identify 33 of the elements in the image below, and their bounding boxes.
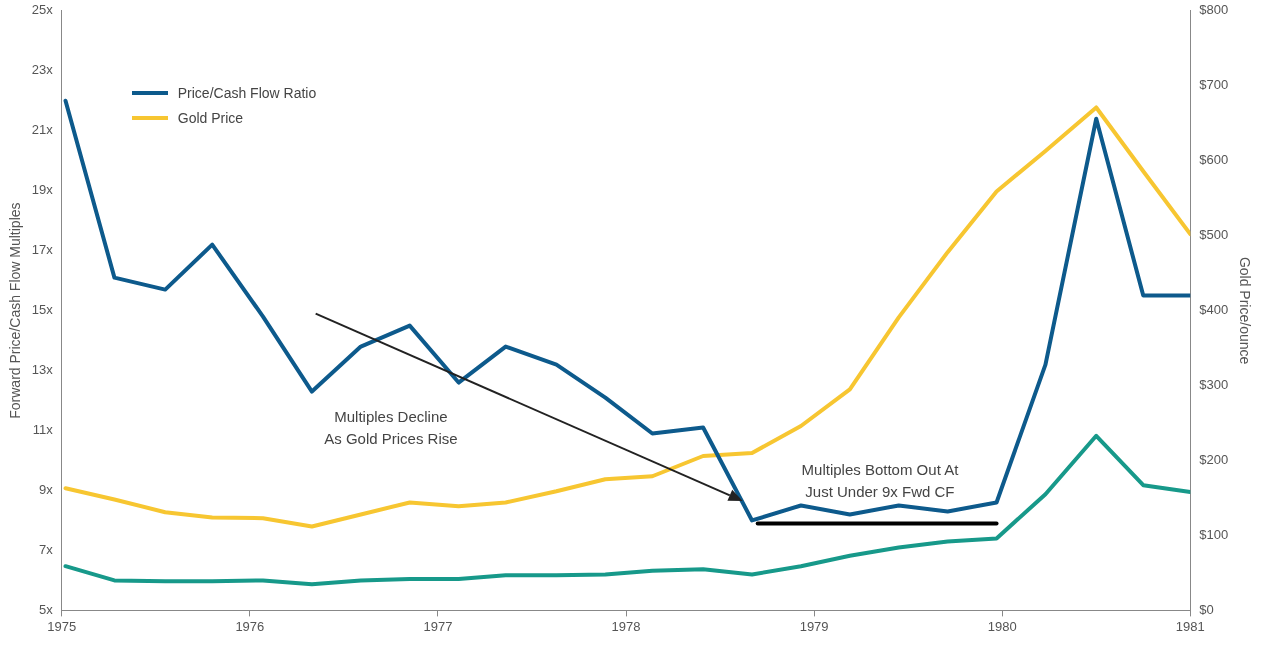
y2-tick-label: $300 [1199, 377, 1229, 393]
y-tick-label: 13x [31, 362, 54, 378]
x-tick-label: 1979 [799, 618, 829, 634]
y-tick-label: 15x [31, 302, 54, 318]
x-tick-label: 1977 [423, 618, 453, 634]
y-tick-label: 11x [32, 422, 54, 438]
legend-label: Gold Price [177, 110, 244, 127]
y2-tick-label: $500 [1199, 227, 1229, 243]
y2-tick-label: $200 [1199, 452, 1229, 468]
y-axis-title: Forward Price/Cash Flow Multiples [7, 202, 24, 419]
y-tick-label: 9x [39, 482, 54, 498]
y2-tick-label: $800 [1199, 2, 1229, 18]
annotation: Multiples Bottom Out At Just Under 9x Fwd CF [801, 461, 960, 501]
x-tick-label: 1978 [611, 618, 641, 634]
y-tick-label: 25x [31, 2, 54, 18]
y2-tick-label: $400 [1199, 302, 1229, 318]
y-tick-label: 17x [31, 242, 54, 258]
x-tick-label: 1976 [235, 618, 265, 634]
y2-tick-label: $100 [1199, 527, 1229, 543]
legend-label: Price/Cash Flow Ratio [177, 85, 317, 102]
y-tick-label: 23x [31, 62, 54, 78]
annotation: Multiples Decline As Gold Prices Rise [324, 407, 458, 447]
y-tick-label: 5x [39, 601, 54, 617]
y2-tick-label: $600 [1199, 152, 1229, 168]
y-tick-label: 21x [31, 122, 54, 138]
y2-axis-title: Gold Price/ounce [1236, 256, 1253, 365]
y2-tick-label: $700 [1199, 77, 1229, 93]
y-tick-label: 7x [39, 542, 54, 558]
x-tick-label: 1980 [987, 618, 1017, 634]
y2-tick-label: $0 [1199, 601, 1214, 617]
x-tick-label: 1975 [47, 618, 77, 634]
y-tick-label: 19x [31, 182, 54, 198]
x-tick-label: 1981 [1175, 618, 1205, 634]
